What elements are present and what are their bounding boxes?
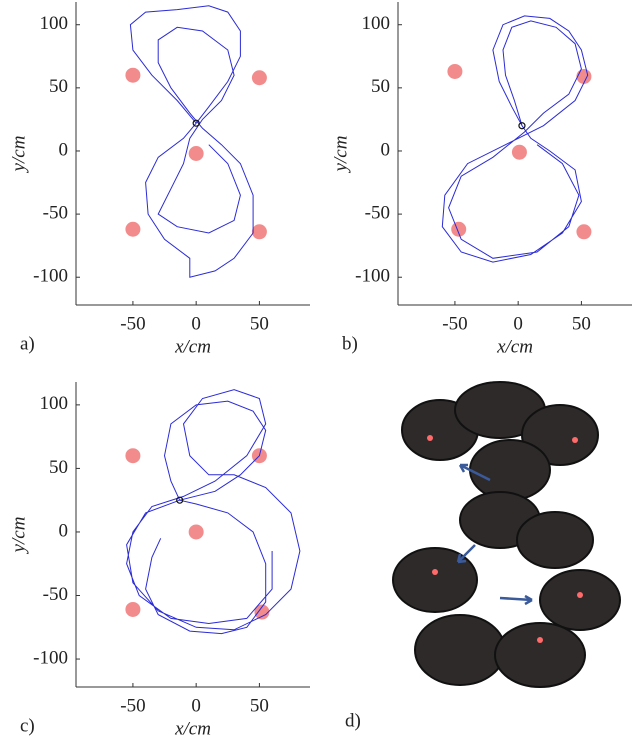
y-tick-label: 0 — [59, 139, 69, 160]
y-axis-label: y/cm — [8, 136, 29, 174]
y-tick-label: -100 — [33, 266, 68, 287]
x-tick-label: 0 — [191, 695, 201, 716]
x-tick-label: 0 — [191, 313, 201, 334]
origin-marker — [192, 119, 200, 127]
x-axis-label: x/cm — [496, 336, 533, 357]
target-marker — [251, 70, 267, 86]
origin-marker — [176, 496, 184, 504]
x-tick-label: -50 — [120, 313, 145, 334]
y-tick-label: -50 — [43, 202, 68, 223]
target-marker — [451, 221, 467, 237]
target-marker — [188, 524, 204, 540]
target-marker — [125, 601, 141, 617]
x-tick-label: -50 — [120, 695, 145, 716]
photo: d) — [345, 378, 621, 731]
chart: -100 -50 0 50 100 -50 0 50 x/cm y/cm c) — [8, 382, 310, 739]
panel-label: a) — [20, 333, 35, 354]
panel-label: b) — [342, 333, 358, 354]
x-tick-label: 50 — [572, 313, 591, 334]
x-tick-label: -50 — [442, 313, 467, 334]
y-axis-label: y/cm — [330, 136, 351, 174]
robot-swarm — [392, 381, 621, 688]
target-marker — [254, 604, 270, 620]
target-marker — [125, 448, 141, 464]
y-tick-label: 0 — [381, 139, 391, 160]
x-tick-label: 50 — [250, 695, 269, 716]
y-tick-label: -100 — [355, 266, 390, 287]
y-tick-label: 0 — [59, 520, 69, 541]
panel-label: c) — [20, 715, 35, 736]
target-marker — [125, 67, 141, 83]
led-lights — [427, 435, 583, 643]
trajectory — [129, 5, 254, 278]
target-marker — [251, 224, 267, 240]
y-tick-label: 100 — [362, 13, 391, 34]
y-tick-label: 50 — [49, 76, 68, 97]
target-marker — [125, 221, 141, 237]
trajectory — [441, 15, 589, 263]
x-axis-label: x/cm — [174, 336, 211, 357]
target-marker — [447, 63, 463, 79]
chart: -100 -50 0 50 100 -50 0 50 x/cm y/cm b) — [330, 2, 632, 357]
y-axis-label: y/cm — [8, 517, 29, 555]
x-tick-label: 50 — [250, 313, 269, 334]
panel-label: d) — [345, 710, 361, 731]
y-tick-label: 50 — [49, 457, 68, 478]
y-tick-label: 100 — [40, 13, 69, 34]
target-marker — [576, 68, 592, 84]
target-marker — [576, 224, 592, 240]
y-tick-label: 50 — [371, 76, 390, 97]
target-marker — [188, 146, 204, 161]
arrows — [456, 463, 533, 606]
origin-marker — [518, 122, 526, 130]
trajectory — [126, 389, 301, 635]
x-axis-label: x/cm — [174, 718, 211, 739]
y-tick-label: -50 — [43, 584, 68, 605]
x-tick-label: 0 — [513, 313, 523, 334]
chart: -100 -50 0 50 100 -50 0 50 x/cm y/cm a) — [8, 2, 310, 357]
y-tick-label: -100 — [33, 647, 68, 668]
target-marker — [511, 144, 527, 160]
y-tick-label: -50 — [365, 202, 390, 223]
y-tick-label: 100 — [40, 393, 69, 414]
